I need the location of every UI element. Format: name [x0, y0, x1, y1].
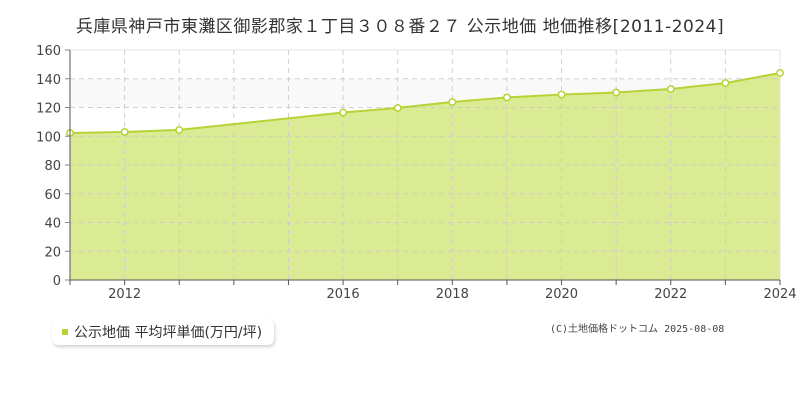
- y-tick-label: 0: [53, 274, 61, 289]
- data-point: [120, 127, 129, 136]
- x-tick-label: 2024: [763, 287, 796, 302]
- data-point: [393, 103, 402, 112]
- y-tick-label: 160: [36, 44, 61, 59]
- y-tick-label: 60: [44, 188, 61, 203]
- x-tick-label: 2018: [436, 287, 469, 302]
- legend-swatch-icon: [62, 329, 68, 335]
- data-point: [175, 125, 184, 134]
- data-point: [448, 98, 457, 106]
- x-tick-label: 2012: [108, 287, 141, 302]
- data-point: [666, 85, 675, 93]
- y-tick-label: 40: [44, 217, 61, 232]
- y-tick-label: 80: [44, 159, 61, 174]
- copyright-credit: (C)土地価格ドットコム 2025-08-08: [550, 324, 725, 335]
- data-point: [776, 69, 784, 77]
- y-tick-label: 20: [44, 245, 61, 260]
- data-point: [339, 108, 348, 117]
- data-point: [502, 93, 511, 102]
- area-fill: [70, 73, 780, 280]
- data-point: [612, 88, 621, 97]
- series-line: [69, 72, 781, 134]
- data-point: [557, 90, 566, 99]
- x-tick-label: 2016: [327, 287, 360, 302]
- data-point: [721, 79, 730, 88]
- legend: 公示地価 平均坪単価(万円/坪): [52, 319, 275, 345]
- y-tick-label: 100: [36, 130, 61, 145]
- x-tick-label: 2020: [545, 287, 578, 302]
- y-tick-label: 120: [36, 102, 61, 117]
- y-tick-label: 140: [36, 73, 61, 88]
- x-tick-label: 2022: [654, 287, 687, 302]
- chart-title: 兵庫県神戸市東灘区御影郡家１丁目３０８番２７ 公示地価 地価推移[2011-20…: [75, 17, 725, 37]
- legend-label: 公示地価 平均坪単価(万円/坪): [74, 325, 263, 341]
